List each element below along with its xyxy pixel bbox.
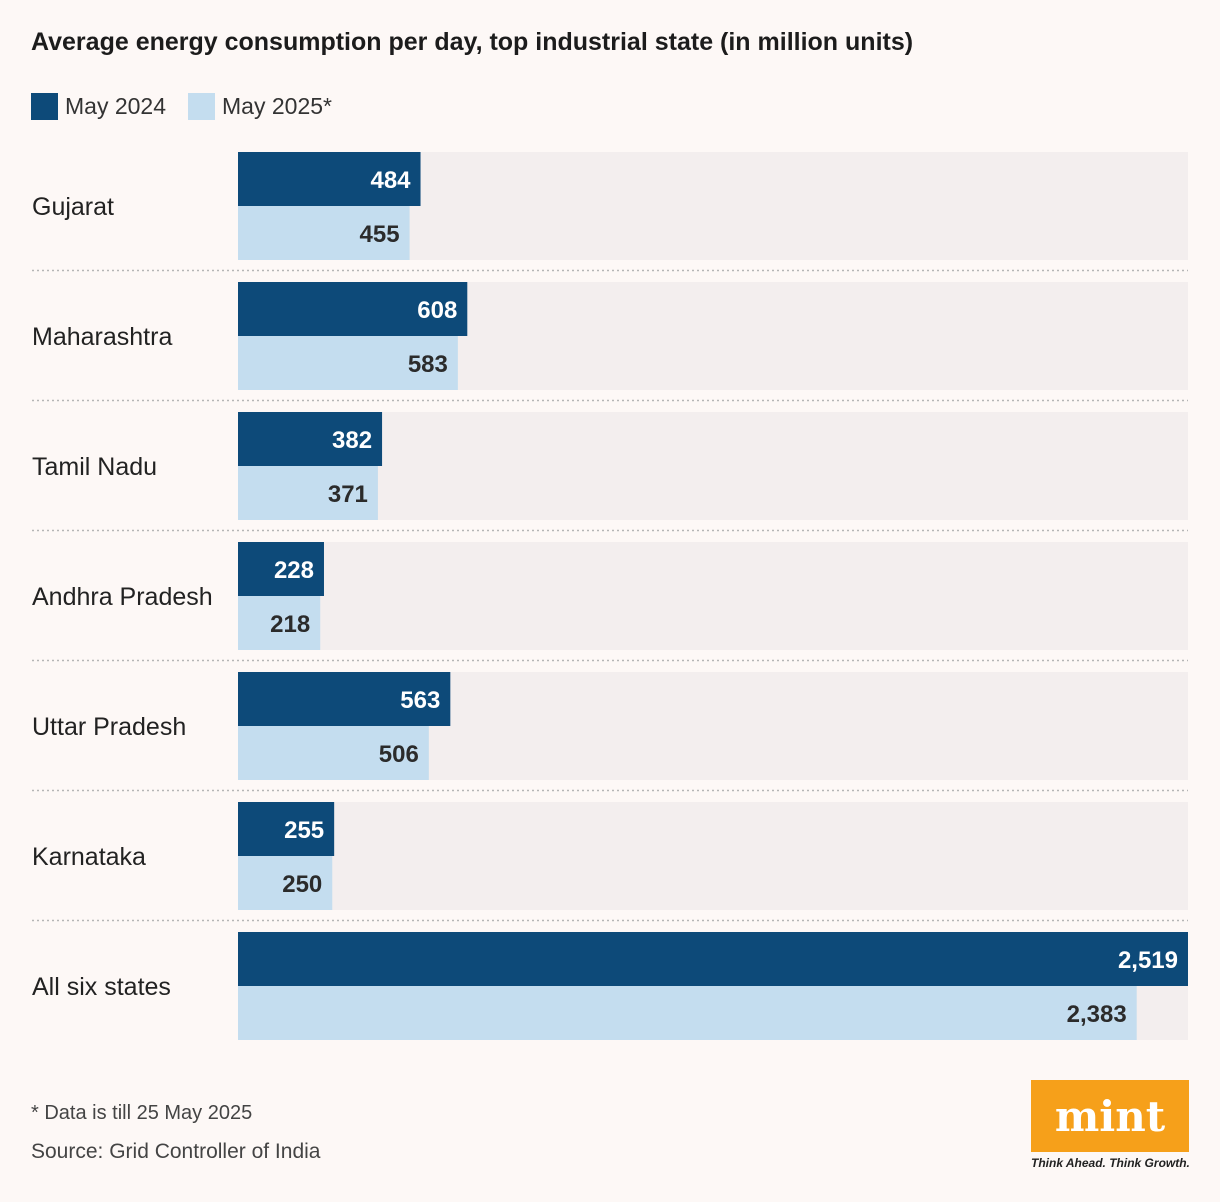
bar-track-karnataka <box>238 802 1188 910</box>
source-note: Source: Grid Controller of India <box>31 1140 321 1163</box>
bar-may-2025-uttar-pradesh <box>238 726 429 780</box>
bar-may-2024-uttar-pradesh <box>238 672 451 726</box>
bar-may-2024-all-six-states <box>238 932 1188 986</box>
bar-may-2024-gujarat <box>238 152 421 206</box>
bar-may-2025-andhra-pradesh <box>238 596 321 650</box>
value-label-may-2024-gujarat: 484 <box>370 167 411 194</box>
mint-logo: mint <box>1031 1080 1189 1152</box>
bar-may-2025-gujarat <box>238 206 410 260</box>
legend-item-may-2024: May 2024 <box>31 92 167 120</box>
category-label-maharashtra: Maharashtra <box>32 323 172 351</box>
value-label-may-2024-karnataka: 255 <box>284 817 324 844</box>
bar-track-tamil-nadu <box>238 412 1188 520</box>
category-label-karnataka: Karnataka <box>32 843 146 871</box>
brand-tagline: Think Ahead. Think Growth. <box>1031 1156 1190 1170</box>
legend: May 2024 May 2025* <box>31 91 354 121</box>
value-label-may-2024-all-six-states: 2,519 <box>1118 947 1178 974</box>
value-label-may-2024-uttar-pradesh: 563 <box>400 687 440 714</box>
value-label-may-2024-maharashtra: 608 <box>417 297 457 324</box>
bar-may-2024-andhra-pradesh <box>238 542 324 596</box>
value-label-may-2024-tamil-nadu: 382 <box>332 427 372 454</box>
bar-may-2025-tamil-nadu <box>238 466 378 520</box>
bar-may-2025-all-six-states <box>238 986 1137 1040</box>
bar-may-2024-karnataka <box>238 802 335 856</box>
legend-label-may-2025: May 2025* <box>222 92 332 119</box>
bar-track-andhra-pradesh <box>238 542 1188 650</box>
legend-item-may-2025: May 2025* <box>188 92 332 120</box>
value-label-may-2025-uttar-pradesh: 506 <box>379 741 419 768</box>
value-label-may-2024-andhra-pradesh: 228 <box>274 557 314 584</box>
value-label-may-2025-all-six-states: 2,383 <box>1067 1001 1127 1028</box>
value-label-may-2025-karnataka: 250 <box>282 871 322 898</box>
legend-label-may-2024: May 2024 <box>65 92 167 119</box>
legend-swatch-may-2024 <box>31 92 58 120</box>
chart-title: Average energy consumption per day, top … <box>31 28 914 56</box>
value-label-may-2025-gujarat: 455 <box>360 221 400 248</box>
footnote: * Data is till 25 May 2025 <box>31 1102 253 1124</box>
bar-may-2025-karnataka <box>238 856 333 910</box>
bar-may-2024-maharashtra <box>238 282 468 336</box>
category-label-tamil-nadu: Tamil Nadu <box>32 453 157 481</box>
bar-may-2024-tamil-nadu <box>238 412 383 466</box>
category-label-all-six-states: All six states <box>32 973 171 1001</box>
category-label-gujarat: Gujarat <box>32 193 114 221</box>
category-label-uttar-pradesh: Uttar Pradesh <box>32 713 186 741</box>
category-label-andhra-pradesh: Andhra Pradesh <box>32 583 213 611</box>
value-label-may-2025-andhra-pradesh: 218 <box>270 611 310 638</box>
legend-swatch-may-2025 <box>188 92 216 120</box>
value-label-may-2025-tamil-nadu: 371 <box>328 481 368 508</box>
bar-may-2025-maharashtra <box>238 336 458 390</box>
value-label-may-2025-maharashtra: 583 <box>408 351 448 378</box>
